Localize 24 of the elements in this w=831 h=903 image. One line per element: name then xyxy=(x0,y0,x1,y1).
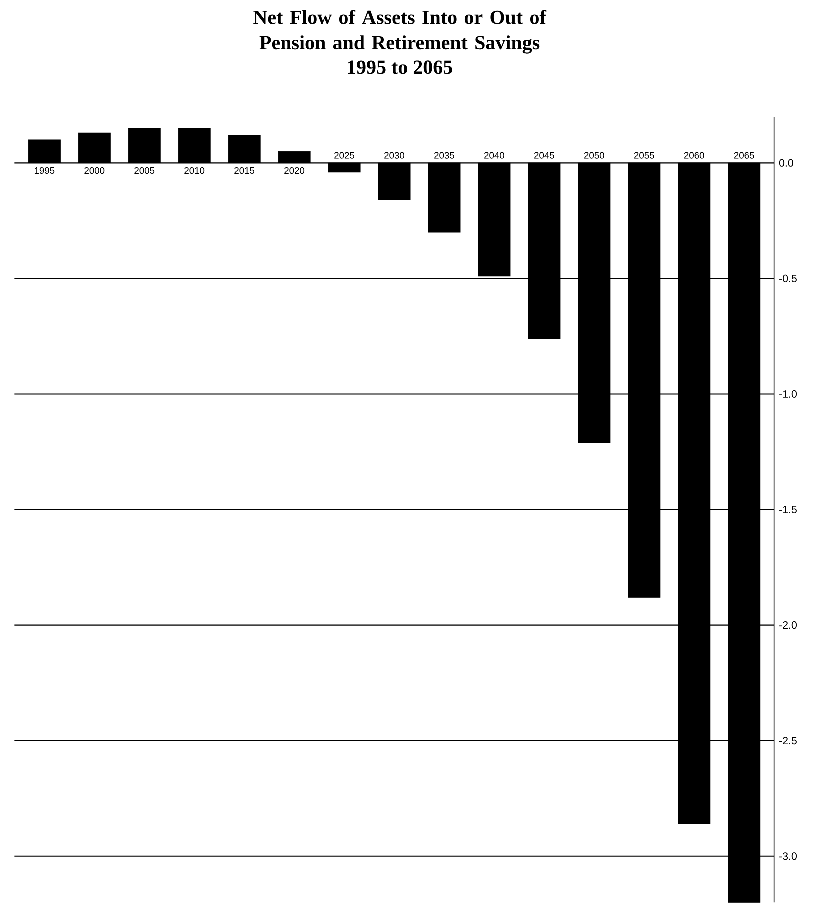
y-tick-label: -3.0 xyxy=(780,852,798,860)
x-tick-label: 2005 xyxy=(134,167,155,174)
x-tick-label: 2065 xyxy=(734,152,754,159)
y-tick-label: -0.5 xyxy=(780,274,798,282)
y-tick-label: -1.5 xyxy=(780,506,798,514)
chart-subtitle: 1995 to 2065 xyxy=(348,60,453,74)
x-tick-label: 2000 xyxy=(84,167,105,174)
x-tick-label: 2015 xyxy=(234,167,255,174)
x-tick-label: 2045 xyxy=(534,152,555,159)
x-tick-label: 2020 xyxy=(284,167,305,174)
x-tick-label: 2040 xyxy=(484,152,505,159)
x-tick-label: 2050 xyxy=(584,152,605,159)
y-tick-label: -2.5 xyxy=(780,737,798,745)
x-tick-label: 2035 xyxy=(434,152,455,159)
chart-title: Net Flow of Assets Into or Out of Pension and Retirement Savings xyxy=(254,10,547,54)
y-tick-label: 0.0 xyxy=(780,159,794,167)
x-tick-label: 2010 xyxy=(184,167,205,174)
x-tick-label: 2060 xyxy=(684,152,705,159)
x-tick-label: 2055 xyxy=(634,152,655,159)
x-tick-label: 2025 xyxy=(334,152,355,159)
y-tick-label: -2.0 xyxy=(780,622,798,630)
y-tick-label: -1.0 xyxy=(780,390,798,398)
x-tick-label: 1995 xyxy=(35,167,55,174)
x-tick-label: 2030 xyxy=(384,152,405,159)
